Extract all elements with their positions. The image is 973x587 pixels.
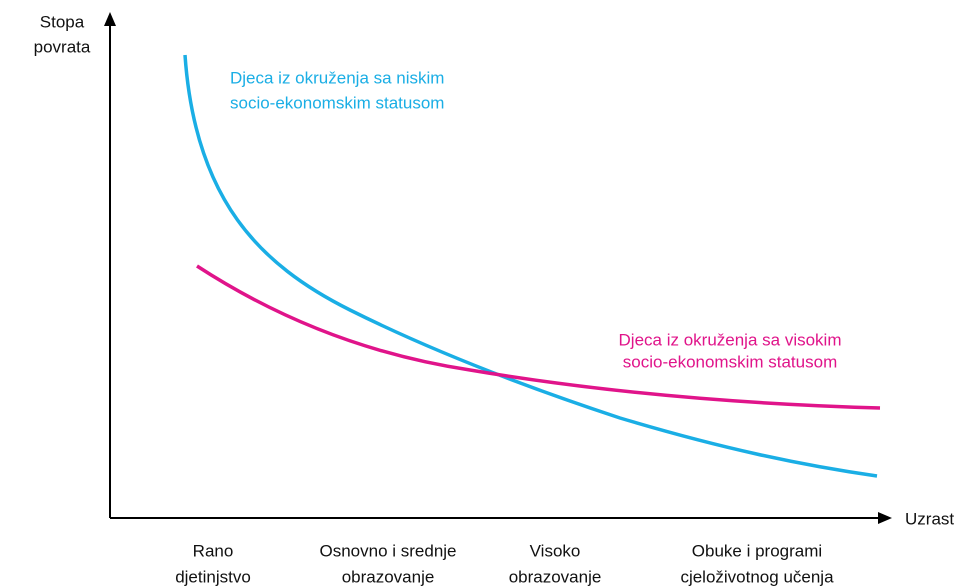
high-ses-curve: [196, 264, 881, 410]
curve-label: socio-ekonomskim statusom: [230, 93, 444, 112]
y-label: povrata: [34, 37, 91, 56]
category-label: obrazovanje: [342, 567, 435, 586]
category-label: Osnovno i srednje: [319, 541, 456, 560]
category-label: cjeloživotnog učenja: [680, 567, 834, 586]
curve-label: Djeca iz okruženja sa visokim: [619, 330, 842, 349]
category-label: Obuke i programi: [692, 541, 822, 560]
category-label: Visoko: [530, 541, 581, 560]
low-ses-curve: [183, 54, 878, 478]
y-label: Stopa: [40, 12, 85, 31]
category-label: obrazovanje: [509, 567, 602, 586]
category-label: Rano: [193, 541, 234, 560]
x-label: Uzrast: [905, 509, 954, 528]
x-arrow: [878, 512, 892, 524]
curve-label: socio-ekonomskim statusom: [623, 352, 837, 371]
y-arrow: [104, 12, 116, 26]
curve-label: Djeca iz okruženja sa niskim: [230, 68, 444, 87]
category-label: djetinjstvo: [175, 567, 251, 586]
